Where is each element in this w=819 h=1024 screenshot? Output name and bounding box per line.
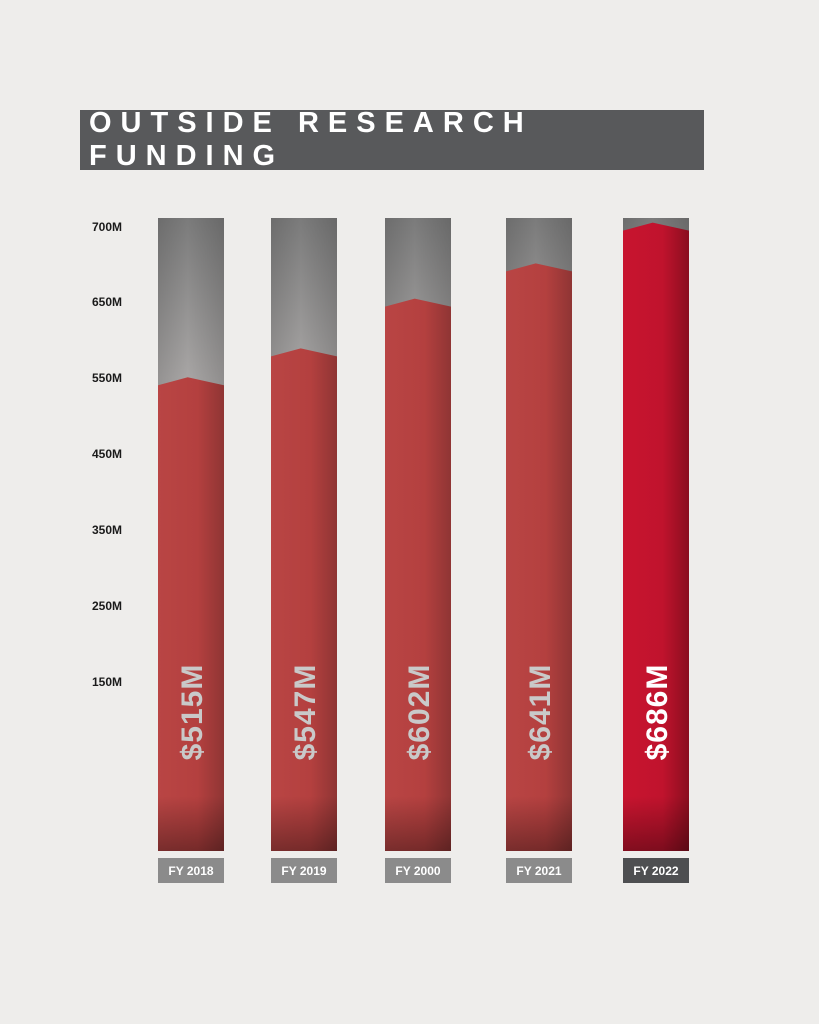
bar (158, 377, 224, 851)
bar-value-label: $602M (403, 664, 436, 761)
bar-bottom-shade (623, 796, 689, 851)
bar-group: $515M FY 2018 (158, 218, 224, 883)
y-tick-label: 550M (92, 371, 122, 385)
category-label: FY 2019 (281, 864, 326, 878)
y-tick-label: 350M (92, 523, 122, 537)
bar-bottom-shade (271, 796, 337, 851)
category-label: FY 2022 (633, 864, 678, 878)
bar (623, 222, 689, 851)
category-label-box (506, 858, 572, 883)
bar-bottom-shade (506, 796, 572, 851)
bar-group: $641M FY 2021 (506, 218, 572, 883)
bar-group: $686M FY 2022 (623, 218, 689, 883)
bar-value-label: $686M (641, 664, 674, 761)
bar-group: $547M FY 2019 (271, 218, 337, 883)
category-label-box (385, 858, 451, 883)
category-label: FY 2021 (516, 864, 561, 878)
bar-bottom-shade (385, 796, 451, 851)
bar-bottom-shade (158, 796, 224, 851)
category-label: FY 2000 (395, 864, 440, 878)
y-tick-label: 650M (92, 295, 122, 309)
y-tick-label: 700M (92, 220, 122, 234)
bar-value-label: $641M (524, 664, 557, 761)
y-tick-label: 150M (92, 675, 122, 689)
y-tick-label: 450M (92, 447, 122, 461)
chart-title: OUTSIDE RESEARCH FUNDING (89, 107, 533, 172)
bar (271, 348, 337, 851)
bar-group: $602M FY 2000 (385, 218, 451, 883)
category-label-box (623, 858, 689, 883)
bar-value-label: $515M (176, 664, 209, 761)
category-label-box (158, 858, 224, 883)
category-label-box (271, 858, 337, 883)
bars: $515M FY 2018 $547M FY 2019 $602M FY 2000 $641… (158, 218, 689, 883)
bar (506, 263, 572, 851)
bar-value-label: $547M (289, 664, 322, 761)
category-label: FY 2018 (168, 864, 213, 878)
y-axis: 700M 650M 550M 450M 350M 250M 150M (92, 220, 122, 689)
bar (385, 298, 451, 851)
chart-title-bar: OUTSIDE RESEARCH FUNDING (80, 107, 704, 172)
y-tick-label: 250M (92, 599, 122, 613)
